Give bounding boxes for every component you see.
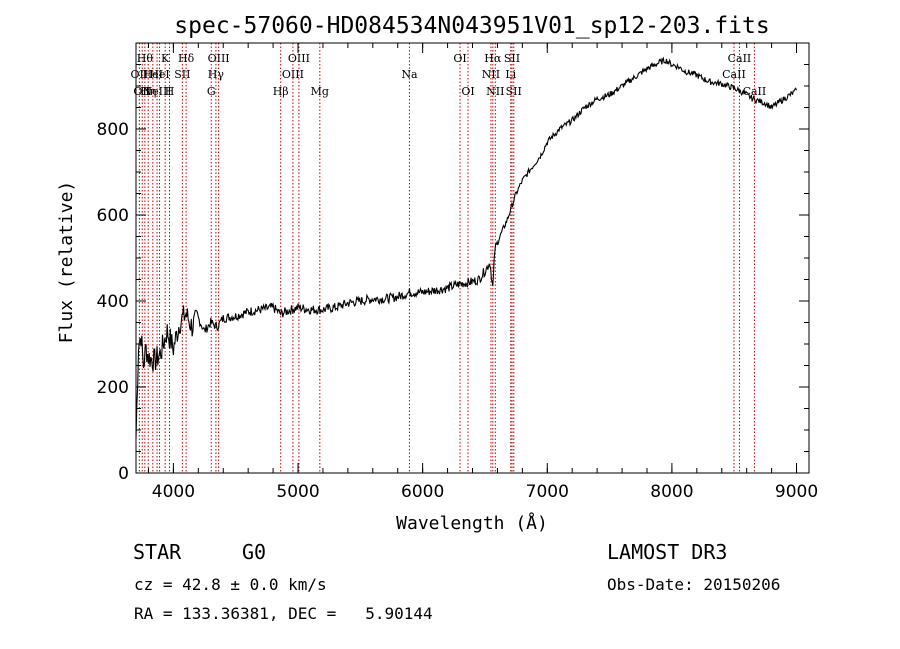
emission-line-label: CaII [722,68,746,81]
emission-line-label: HeI [143,68,163,81]
y-tick-label: 400 [97,292,129,312]
x-tick-label: 6000 [401,482,444,502]
emission-line-label: Na [401,68,418,81]
emission-line-label: OIII [288,52,310,65]
object-subclass: G0 [242,540,267,564]
y-tick-label: 0 [118,464,129,484]
emission-line-label: Hβ [273,85,289,98]
x-tick-label: 4000 [152,482,195,502]
emission-line-label: SII [506,85,522,98]
chart-title: spec-57060-HD084534N043951V01_sp12-203.f… [174,13,769,39]
emission-line-label: OII [131,68,149,81]
emission-line-label: Hη [140,85,156,98]
emission-line-label: OI [461,85,474,98]
emission-lines [138,43,755,473]
survey-name: LAMOST DR3 [607,540,728,564]
x-tick-label: 7000 [526,482,569,502]
x-axis-label: Wavelength (Å) [396,512,548,534]
emission-line-label: OIII [208,52,230,65]
emission-line-label: NII [486,85,504,98]
emission-line-label: NeIII [142,85,171,98]
emission-line-label: SII [174,68,190,81]
x-tick-label: 8000 [650,482,693,502]
plot-frame [135,42,810,474]
emission-line-label: OI [453,52,466,65]
object-class: STAR [133,540,182,564]
emission-line-label: Mg [311,85,329,98]
emission-line-label: Hθ [137,52,154,65]
emission-line-label: K [161,52,170,65]
emission-line-label: H [165,85,175,98]
axes: 4000 5000 6000 7000 8000 9000 0 200 400 600 800 [97,43,818,502]
emission-line-label: G [207,85,216,98]
observation-date: Obs-Date: 20150206 [607,575,781,594]
emission-line-label: Hα [484,52,502,65]
emission-line-label: CaII [728,52,752,65]
emission-line-label: Hδ [178,52,195,65]
spectrum-line [135,56,798,439]
emission-line-label: OIII [282,68,304,81]
emission-line-label: Li [505,68,516,81]
series-layer [135,56,798,439]
x-tick-label: 5000 [276,482,319,502]
y-tick-label: 200 [97,378,129,398]
emission-line-label: Hγ [208,68,225,81]
emission-line-labels: OII OII Hθ Hη HeI NeIII HeI K H SII Hδ G Hγ OIII Hβ OII… [131,52,767,98]
emission-line-label: SII [504,52,520,65]
coordinates-readout: RA = 133.36381, DEC = 5.90144 [134,604,433,623]
redshift-readout: cz = 42.8 ± 0.0 km/s [134,575,327,594]
y-axis-label: Flux (relative) [56,181,77,344]
emission-line-label: NII [482,68,500,81]
emission-line-label: OII [133,85,151,98]
emission-line-label: HeI [149,68,169,81]
y-tick-label: 800 [97,120,129,140]
y-tick-label: 600 [97,206,129,226]
x-tick-label: 9000 [775,482,818,502]
